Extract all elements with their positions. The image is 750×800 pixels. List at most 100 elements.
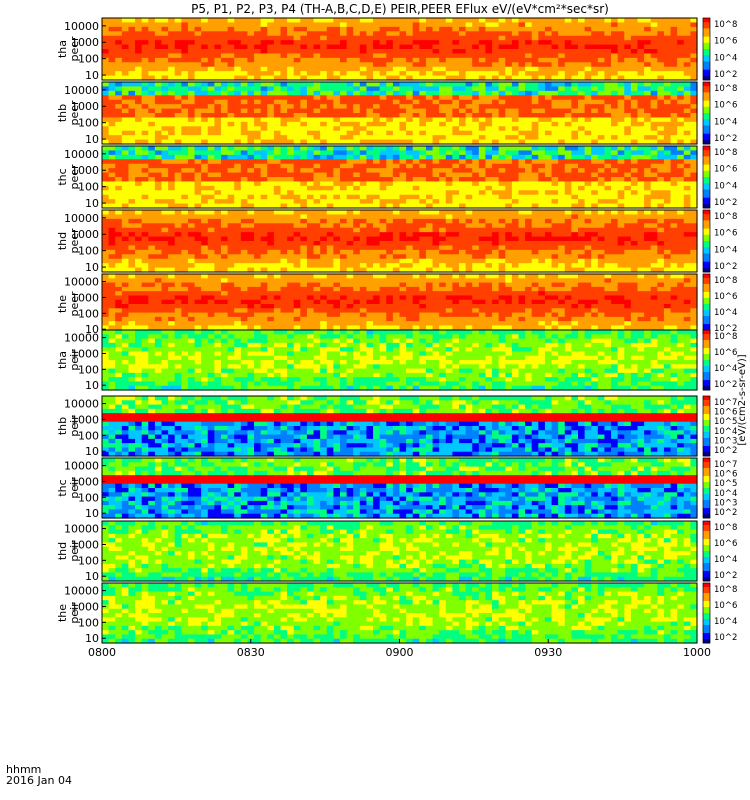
heatmap-cell (108, 113, 116, 119)
heatmap-cell (359, 159, 368, 165)
heatmap-cell (353, 26, 361, 32)
heatmap-cell (141, 117, 149, 123)
heatmap-cell (135, 223, 143, 229)
heatmap-cell (637, 139, 645, 145)
heatmap-cell (207, 35, 215, 41)
heatmap-cell (221, 258, 229, 264)
heatmap-cell (108, 185, 116, 191)
heatmap-cell (287, 40, 295, 46)
heatmap-cell (201, 267, 209, 273)
heatmap-cell (108, 210, 116, 216)
heatmap-cell (386, 177, 394, 183)
heatmap-cell (445, 139, 453, 145)
colorbar-segment (703, 77, 710, 81)
heatmap-cell (194, 40, 202, 46)
heatmap-cell (564, 104, 572, 110)
heatmap-cell (459, 263, 467, 269)
heatmap-cell (505, 199, 513, 205)
heatmap-cell (452, 90, 460, 96)
heatmap-cell (154, 177, 163, 183)
heatmap-cell (373, 199, 381, 205)
heatmap-cell (544, 203, 553, 209)
heatmap-cell (531, 214, 539, 220)
heatmap-cell (227, 86, 235, 92)
heatmap-cell (551, 227, 559, 233)
heatmap-cell (267, 267, 275, 273)
heatmap-cell (102, 194, 110, 200)
heatmap-cell (439, 40, 447, 46)
heatmap-cell (353, 22, 361, 28)
heatmap-cell (644, 31, 652, 37)
heatmap-cell (234, 249, 242, 255)
heatmap-cell (677, 203, 685, 209)
heatmap-cell (683, 57, 691, 63)
heatmap-cell (247, 90, 255, 96)
heatmap-cell (432, 99, 440, 105)
heatmap-cell (657, 71, 665, 77)
heatmap-cell (207, 71, 215, 77)
heatmap-cell (630, 172, 639, 178)
colorbar-segment (703, 102, 710, 106)
heatmap-cell (492, 22, 500, 28)
heatmap-cell (412, 245, 420, 251)
heatmap-cell (254, 53, 262, 59)
heatmap-cell (472, 139, 480, 145)
heatmap-cell (373, 150, 381, 156)
heatmap-cell (650, 121, 658, 127)
heatmap-cell (161, 35, 169, 41)
heatmap-cell (604, 99, 612, 105)
heatmap-cell (498, 82, 506, 88)
heatmap-cell (465, 71, 473, 77)
heatmap-cell (604, 44, 612, 50)
heatmap-cell (677, 172, 685, 178)
heatmap-cell (240, 181, 249, 187)
heatmap-cell (459, 245, 467, 251)
heatmap-cell (544, 177, 553, 183)
heatmap-cell (439, 82, 447, 88)
heatmap-cell (154, 181, 163, 187)
heatmap-cell (670, 185, 678, 191)
heatmap-cell (260, 172, 268, 178)
colorbar-tick-label: 10^8 (714, 20, 737, 30)
heatmap-cell (544, 62, 553, 68)
heatmap-cell (366, 35, 374, 41)
heatmap-cell (445, 163, 453, 169)
heatmap-cell (406, 26, 414, 32)
heatmap-cell (306, 108, 315, 114)
heatmap-cell (406, 57, 414, 63)
heatmap-cell (108, 194, 116, 200)
heatmap-cell (399, 254, 407, 260)
heatmap-cell (478, 113, 487, 119)
heatmap-cell (333, 232, 341, 238)
heatmap-cell (373, 232, 381, 238)
heatmap-cell (485, 194, 493, 200)
heatmap-cell (518, 227, 526, 233)
heatmap-cell (419, 40, 427, 46)
heatmap-cell (168, 108, 176, 114)
heatmap-cell (148, 40, 156, 46)
heatmap-cell (247, 113, 255, 119)
heatmap-cell (406, 227, 414, 233)
heatmap-cell (439, 159, 447, 165)
heatmap-cell (293, 49, 301, 55)
heatmap-cell (406, 214, 414, 220)
heatmap-cell (683, 18, 691, 24)
heatmap-cell (201, 249, 209, 255)
heatmap-cell (518, 35, 526, 41)
heatmap-cell (273, 22, 282, 28)
heatmap-cell (174, 18, 182, 24)
heatmap-cell (465, 245, 473, 251)
heatmap-cell (214, 126, 222, 132)
heatmap-cell (366, 90, 374, 96)
heatmap-cell (432, 135, 440, 141)
heatmap-cell (604, 90, 612, 96)
heatmap-cell (148, 104, 156, 110)
heatmap-cell (227, 26, 235, 32)
heatmap-cell (525, 117, 533, 123)
heatmap-cell (181, 223, 189, 229)
heatmap-cell (214, 249, 222, 255)
heatmap-cell (359, 62, 368, 68)
heatmap-cell (544, 126, 553, 132)
heatmap-cell (154, 99, 163, 105)
heatmap-cell (492, 218, 500, 224)
